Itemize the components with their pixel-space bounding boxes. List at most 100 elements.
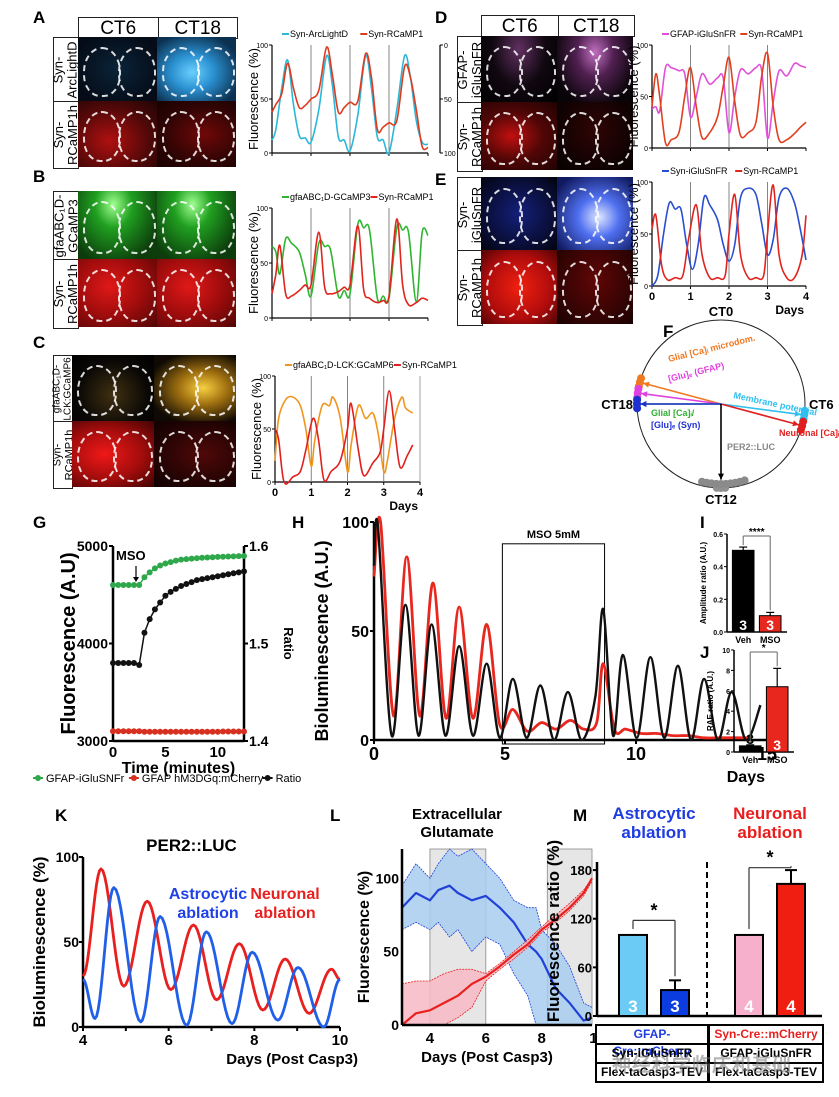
scn-outline (117, 201, 157, 255)
n-label: 3 (766, 617, 774, 633)
y-tick-label: 2 (726, 730, 730, 737)
column-ct6: CT6 (482, 16, 559, 37)
data-point (146, 569, 153, 576)
x-tick-label: 1 (308, 487, 314, 499)
genotype-table-neuronal: Syn-Cre::mCherry GFAP-iGluSnFR Flex-taCa… (708, 1024, 824, 1083)
data-point (172, 728, 179, 735)
scn-outline (519, 45, 557, 98)
data-point (183, 556, 190, 563)
label-ct12: CT12 (705, 492, 737, 507)
data-point (120, 728, 127, 735)
data-point (209, 574, 216, 581)
vector-arrowhead (641, 391, 648, 398)
series-line-syn-arclightd (271, 53, 429, 155)
y-tick-label: 10 (722, 648, 730, 655)
data-point (157, 599, 164, 606)
vector-label: [Glu]ₑ (Syn) (651, 420, 700, 430)
y-tick-label: 5000 (77, 538, 108, 554)
y-tick-label: 0 (264, 316, 268, 323)
row-label: GFAP- iGluSnFR (455, 36, 484, 104)
table-header: GFAP-Cre::mCherry (597, 1026, 707, 1058)
y-tick-label: 0.4 (713, 565, 723, 572)
data-point (235, 553, 242, 560)
data-point (178, 728, 185, 735)
legend-label: Ratio (276, 773, 302, 785)
group-title: Astrocytic (612, 804, 695, 823)
data-point (220, 572, 227, 579)
n-label: 4 (744, 997, 754, 1016)
vector-label: [Glu]ₑ (GFAP) (667, 360, 725, 384)
y-tick-label: 50 (640, 232, 648, 239)
y-tick-label: 100 (56, 849, 80, 865)
data-point (220, 728, 227, 735)
table-row: Flex-taCasp3-TEV (600, 1065, 704, 1079)
phase-dot (633, 395, 642, 404)
data-point (162, 560, 169, 567)
x-tick-label: 10 (626, 744, 646, 764)
panel-label-i: I (700, 513, 705, 532)
y-tick-label: 50 (383, 944, 399, 960)
y-tick-label: 50 (63, 934, 79, 950)
band-edge (401, 878, 593, 985)
panel-label-k: K (55, 806, 68, 825)
confidence-band (402, 849, 592, 1025)
legend-label: Syn-RCaMP1 (743, 166, 798, 176)
column-ct18: CT18 (174, 18, 221, 39)
table-row: GFAP-iGluSnFR (710, 1045, 822, 1064)
table-header: Syn-Cre::mCherry (710, 1026, 822, 1045)
mso-arrowhead (133, 577, 139, 582)
series-line-syn-rcamp1 (271, 46, 429, 151)
y-axis-title: Bioluminescence (%) (30, 857, 49, 1028)
x-tick-label: 2 (726, 291, 732, 303)
series-line-black (372, 517, 762, 742)
panel-label-a: A (33, 8, 46, 27)
data-point (235, 728, 242, 735)
legend-label: Syn-ArcLightD (290, 29, 349, 39)
y-tick-label: 0 (585, 1009, 592, 1024)
data-point (167, 588, 174, 595)
data-point (141, 629, 148, 636)
confidence-band (402, 878, 592, 1025)
y-tick-label: 3000 (77, 733, 108, 749)
panel-label-b: B (33, 167, 46, 186)
scn-outline (196, 269, 236, 323)
scn-outline (196, 201, 236, 255)
y-axis-title: RAE ratio (A.U.) (706, 671, 715, 731)
data-point (157, 562, 164, 569)
phase-dot (637, 374, 646, 383)
vector-label: Glial [Ca]ᵢ microdom. (667, 333, 756, 364)
phase-vector (720, 403, 802, 416)
data-point (167, 559, 174, 566)
mso-annotation: MSO 5mM (527, 529, 580, 541)
data-point (141, 728, 148, 735)
y-tick-label: 0 (644, 146, 648, 153)
scn-outline (117, 269, 157, 323)
y-tick-label: 100 (256, 206, 268, 213)
data-point (214, 553, 221, 560)
vector-arrowhead (792, 420, 799, 427)
data-point (225, 553, 232, 560)
band-edge (401, 848, 593, 1008)
data-point (220, 553, 227, 560)
data-point (209, 728, 216, 735)
y-axis-title: Bioluminescence (A.U.) (312, 540, 332, 741)
y-tick-label: 100 (342, 515, 369, 532)
panel-label-j: J (700, 643, 710, 662)
legend-label: GFAP hM3DGq:mCherry (142, 773, 264, 785)
scn-outline (519, 112, 557, 166)
vector-label: Neuronal [Ca]ᵢ (779, 428, 839, 438)
group-title: Neuronal (733, 804, 807, 823)
x-axis-title: Days (727, 769, 765, 786)
group-title: ablation (737, 823, 802, 842)
data-point (193, 555, 200, 562)
x-tick-label: 10 (332, 1032, 349, 1049)
y-tick-label: 60 (578, 960, 592, 975)
data-point (178, 582, 185, 589)
table-row: Flex-taCasp3-TEV (714, 1065, 818, 1079)
data-point (125, 660, 132, 666)
y-tick-label: 0 (360, 733, 369, 750)
data-point (157, 728, 164, 735)
data-point (162, 592, 169, 599)
data-point (193, 728, 200, 735)
data-point (199, 728, 206, 735)
